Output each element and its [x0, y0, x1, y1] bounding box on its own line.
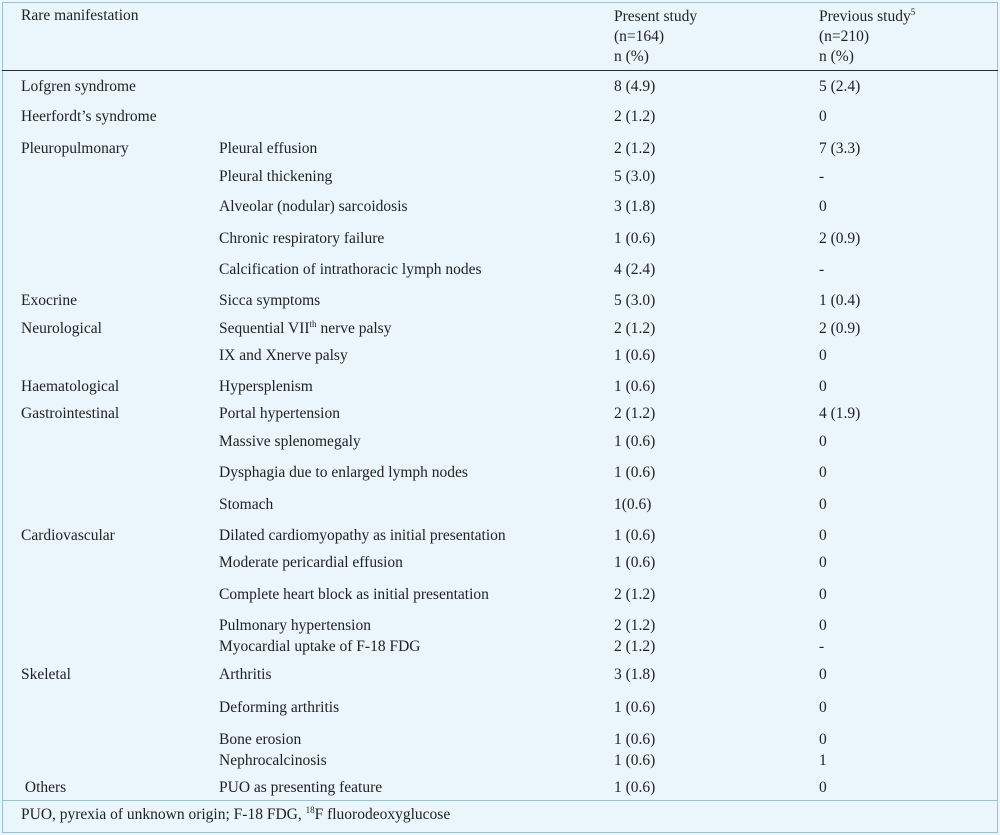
row-manifestation: Massive splenomegaly — [219, 433, 361, 450]
row-previous-value: 5 (2.4) — [819, 78, 861, 95]
row-category: Lofgren syndrome — [21, 78, 136, 95]
row-present-value: 8 (4.9) — [614, 78, 656, 95]
row-present-value: 2 (1.2) — [614, 586, 656, 603]
row-previous-value: 0 — [819, 586, 827, 603]
row-present-value: 1 (0.6) — [614, 779, 656, 796]
row-present-value: 1 (0.6) — [614, 464, 656, 481]
row-present-value: 4 (2.4) — [614, 261, 656, 278]
row-manifestation: Deforming arthritis — [219, 699, 340, 716]
row-manifestation: Bone erosion — [219, 731, 302, 748]
row-present-value: 3 (1.8) — [614, 666, 656, 683]
row-previous-value: 0 — [819, 666, 827, 683]
row-present-value: 5 (3.0) — [614, 292, 656, 309]
row-manifestation: IX and Xnerve palsy — [219, 347, 348, 364]
row-manifestation: Sicca symptoms — [219, 292, 321, 309]
row-present-value: 3 (1.8) — [614, 198, 656, 215]
row-manifestation: Dilated cardiomyopathy as initial presen… — [219, 527, 506, 544]
row-present-value: 1(0.6) — [614, 496, 652, 513]
row-previous-value: - — [819, 168, 825, 185]
row-previous-value: 0 — [819, 464, 827, 481]
row-manifestation: Sequential VIIth nerve palsy — [219, 319, 392, 338]
row-previous-value: 0 — [819, 347, 827, 364]
row-present-value: 1 (0.6) — [614, 433, 656, 450]
row-manifestation: Hypersplenism — [219, 378, 313, 395]
row-manifestation: Dysphagia due to enlarged lymph nodes — [219, 464, 468, 481]
row-previous-value: 7 (3.3) — [819, 140, 861, 157]
row-category: Exocrine — [21, 292, 77, 309]
row-previous-value: 0 — [819, 198, 827, 215]
row-previous-value: 0 — [819, 108, 827, 125]
row-previous-value: 0 — [819, 779, 827, 796]
row-category: Haematological — [21, 378, 120, 395]
row-previous-value: 0 — [819, 433, 827, 450]
row-manifestation: Pleural thickening — [219, 168, 333, 185]
row-present-value: 2 (1.2) — [614, 108, 656, 125]
row-present-value: 1 (0.6) — [614, 731, 656, 748]
reference-superscript: 5 — [910, 7, 916, 17]
footnote-divider — [2, 800, 998, 801]
header-rare-manifestation: Rare manifestation — [21, 7, 139, 24]
row-present-value: 1 (0.6) — [614, 752, 656, 769]
row-present-value: 1 (0.6) — [614, 230, 656, 247]
footnote: PUO, pyrexia of unknown origin; F-18 FDG… — [21, 805, 451, 824]
header-divider — [2, 70, 998, 71]
row-category: Cardiovascular — [21, 527, 115, 544]
row-previous-value: 0 — [819, 527, 827, 544]
row-manifestation: Alveolar (nodular) sarcoidosis — [219, 198, 408, 215]
row-category: Pleuropulmonary — [21, 140, 129, 157]
row-manifestation: Myocardial uptake of F-18 FDG — [219, 638, 421, 655]
row-previous-value: 2 (0.9) — [819, 320, 861, 337]
row-present-value: 5 (3.0) — [614, 168, 656, 185]
row-previous-value: 2 (0.9) — [819, 230, 861, 247]
row-manifestation: Calcification of intrathoracic lymph nod… — [219, 261, 482, 278]
row-manifestation: Nephrocalcinosis — [219, 752, 327, 769]
row-present-value: 1 (0.6) — [614, 527, 656, 544]
row-manifestation: PUO as presenting feature — [219, 779, 383, 796]
row-present-value: 1 (0.6) — [614, 699, 656, 716]
row-category: Others — [21, 779, 67, 796]
row-previous-value: 0 — [819, 554, 827, 571]
row-previous-value: 0 — [819, 699, 827, 716]
row-present-value: 2 (1.2) — [614, 405, 656, 422]
header-present-study: Present study (n=164) n (%) — [614, 8, 698, 65]
row-manifestation: Portal hypertension — [219, 405, 340, 422]
row-category: Skeletal — [21, 666, 71, 683]
row-previous-value: 1 (0.4) — [819, 292, 861, 309]
row-present-value: 1 (0.6) — [614, 347, 656, 364]
row-manifestation: Moderate pericardial effusion — [219, 554, 403, 571]
row-manifestation: Pulmonary hypertension — [219, 617, 371, 634]
row-present-value: 2 (1.2) — [614, 320, 656, 337]
row-previous-value: 0 — [819, 731, 827, 748]
row-manifestation: Stomach — [219, 496, 274, 513]
row-manifestation: Complete heart block as initial presenta… — [219, 586, 489, 603]
row-present-value: 2 (1.2) — [614, 140, 656, 157]
row-category: Neurological — [21, 320, 102, 337]
row-previous-value: - — [819, 638, 825, 655]
row-category: Gastrointestinal — [21, 405, 120, 422]
row-category: Heerfordt’s syndrome — [21, 108, 157, 125]
row-present-value: 2 (1.2) — [614, 617, 656, 634]
row-present-value: 1 (0.6) — [614, 554, 656, 571]
header-previous-study: Previous study5 (n=210) n (%) — [819, 7, 916, 66]
row-previous-value: 0 — [819, 617, 827, 634]
row-previous-value: 1 — [819, 752, 827, 769]
row-previous-value: - — [819, 261, 825, 278]
row-previous-value: 0 — [819, 378, 827, 395]
row-manifestation: Arthritis — [219, 666, 272, 683]
row-previous-value: 0 — [819, 496, 827, 513]
row-present-value: 2 (1.2) — [614, 638, 656, 655]
row-present-value: 1 (0.6) — [614, 378, 656, 395]
row-manifestation: Pleural effusion — [219, 140, 318, 157]
row-previous-value: 4 (1.9) — [819, 405, 861, 422]
row-manifestation: Chronic respiratory failure — [219, 230, 385, 247]
